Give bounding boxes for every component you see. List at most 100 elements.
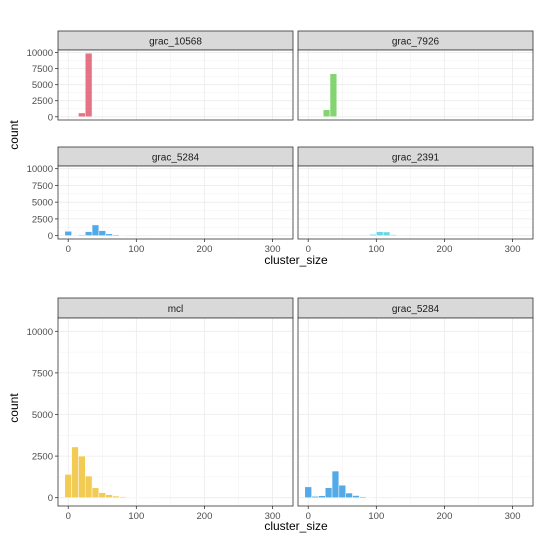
y-tick-label: 0	[48, 493, 53, 504]
y-tick-label: 5000	[32, 80, 53, 91]
histogram-bar	[139, 235, 147, 237]
histogram-bar	[84, 231, 93, 236]
y-tick-label: 10000	[27, 327, 53, 338]
facet-panel: grac_7926	[297, 30, 534, 121]
facet-panel: mcl 0 2500 5000 7500 10000 0 100 200 300	[27, 297, 294, 522]
histogram-bar	[393, 497, 401, 499]
histogram-bar	[78, 234, 86, 236]
y-tick-label: 2500	[32, 96, 53, 107]
histogram-bar	[98, 492, 106, 498]
y-tick-label: 10000	[27, 48, 53, 59]
histogram-bar	[64, 231, 72, 236]
x-tick-label: 200	[197, 244, 213, 255]
x-tick-label: 200	[437, 511, 453, 522]
histogram-bar	[331, 470, 340, 498]
histogram-bar	[311, 496, 319, 498]
y-tick-label: 7500	[32, 64, 53, 75]
histogram-bar	[322, 109, 331, 118]
plot-background	[58, 318, 293, 506]
x-tick-label: 100	[368, 244, 384, 255]
histogram-bar	[329, 73, 338, 118]
histogram-bar	[396, 235, 404, 237]
y-tick-label: 7500	[32, 181, 53, 192]
facet-title: grac_2391	[392, 153, 440, 164]
x-tick-label: 300	[265, 511, 281, 522]
histogram-bar	[304, 486, 312, 498]
x-tick-label: 100	[128, 511, 144, 522]
chart-group-1: grac_10568025005000750010000grac_7926gra…	[7, 30, 534, 267]
histogram-bar	[125, 235, 134, 237]
histogram-bar	[146, 235, 154, 237]
histogram-bar	[153, 235, 161, 237]
x-tick-label: 0	[306, 244, 311, 255]
panel-border	[57, 317, 294, 507]
y-tick-label: 0	[48, 231, 53, 242]
facet-title: grac_10568	[149, 37, 202, 48]
histogram-bar	[324, 487, 333, 498]
histogram-bar	[389, 234, 398, 236]
x-axis-title: cluster_size	[264, 253, 328, 267]
histogram-bar	[379, 497, 387, 499]
histogram-bar	[91, 224, 100, 236]
y-tick-label: 2500	[32, 214, 53, 225]
histogram-bar	[84, 52, 93, 118]
histogram-bar	[112, 495, 120, 498]
y-tick-label: 2500	[32, 452, 53, 463]
panel-border	[297, 49, 534, 121]
x-tick-label: 0	[66, 511, 71, 522]
facet-panel: grac_10568 0 2500 5000 7500 10000	[27, 30, 294, 123]
panel-border	[297, 165, 534, 240]
x-tick-label: 0	[66, 244, 71, 255]
histogram-bar	[119, 234, 127, 237]
histogram-bar	[125, 496, 134, 498]
x-tick-label: 100	[368, 511, 384, 522]
x-tick-label: 300	[265, 244, 281, 255]
histogram-bar	[64, 474, 72, 498]
histogram-bar	[105, 494, 113, 498]
histogram-bar	[139, 497, 147, 499]
histogram-bar	[376, 231, 384, 236]
histogram-bar	[119, 496, 127, 498]
histogram-bar	[372, 497, 380, 499]
facet-title: mcl	[168, 304, 184, 315]
histogram-bar	[369, 234, 377, 236]
panel-border	[297, 317, 534, 507]
facet-panel: grac_2391 0 100 200 300	[297, 146, 534, 255]
x-tick-label: 200	[437, 244, 453, 255]
histogram-bar	[146, 497, 154, 499]
x-tick-label: 300	[505, 244, 521, 255]
histogram-bar	[153, 497, 161, 499]
x-tick-label: 0	[306, 511, 311, 522]
facet-title: grac_5284	[152, 153, 200, 164]
x-tick-label: 300	[505, 511, 521, 522]
x-tick-label: 200	[197, 511, 213, 522]
facet-title: grac_7926	[392, 37, 440, 48]
histogram-bar	[105, 233, 113, 236]
histogram-bar	[98, 230, 106, 236]
histogram-bar	[71, 234, 79, 236]
histogram-bar	[71, 446, 79, 498]
histogram-bar	[318, 495, 326, 498]
histogram-bar	[338, 484, 346, 498]
histogram-bar	[386, 497, 394, 499]
histogram-bar	[78, 112, 86, 118]
histogram-bar	[112, 234, 120, 236]
y-tick-label: 10000	[27, 164, 53, 175]
histogram-bar	[382, 231, 391, 236]
y-tick-label: 7500	[32, 368, 53, 379]
y-tick-label: 5000	[32, 198, 53, 209]
y-axis-title: count	[7, 120, 21, 150]
histogram-bar	[84, 475, 93, 498]
x-axis-title: cluster_size	[264, 519, 328, 533]
histogram-bar	[365, 496, 374, 499]
histogram-bar	[91, 487, 100, 498]
y-axis-title: count	[7, 393, 21, 423]
facet-panel: grac_5284 0 2500 5000 7500 10000 0 100 200 300	[27, 146, 294, 255]
facet-title: grac_5284	[392, 304, 440, 315]
facet-panel: grac_5284 0 100 200 300	[297, 297, 534, 522]
histogram-bar	[345, 492, 353, 498]
histogram-bar	[78, 455, 86, 498]
